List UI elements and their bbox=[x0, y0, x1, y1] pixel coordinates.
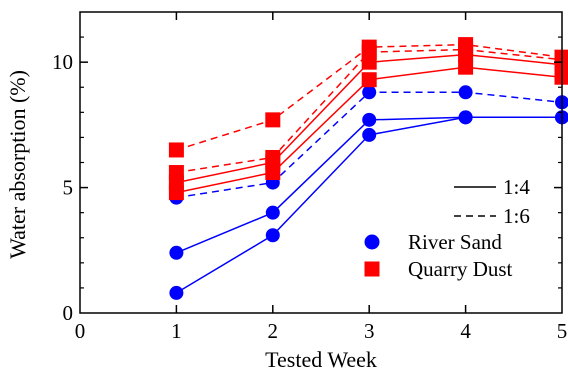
x-axis-title: Tested Week bbox=[265, 347, 377, 372]
ticks-layer: 0 1 2 3 4 5 0 5 10 bbox=[52, 12, 567, 343]
series-7-point-2 bbox=[265, 112, 281, 128]
legend-label-dashed: 1:6 bbox=[503, 204, 530, 228]
series-7-point-1 bbox=[168, 142, 184, 158]
series-1-point-3 bbox=[362, 127, 377, 142]
series-6-point-2 bbox=[265, 149, 281, 165]
series-6-point-1 bbox=[168, 165, 184, 181]
x-tick-label-3: 3 bbox=[364, 319, 375, 343]
legend-label-solid: 1:4 bbox=[503, 175, 530, 199]
series-2 bbox=[169, 110, 568, 260]
y-tick-label-10: 10 bbox=[52, 50, 73, 74]
series-layer bbox=[168, 37, 568, 300]
legend-marker-quarry-dust bbox=[364, 261, 380, 277]
series-7 bbox=[168, 37, 568, 158]
x-tick-label-4: 4 bbox=[460, 319, 471, 343]
y-tick-label-0: 0 bbox=[63, 301, 74, 325]
series-7-point-4 bbox=[458, 37, 474, 53]
series-2-point-3 bbox=[362, 112, 377, 127]
series-2-point-1 bbox=[169, 245, 184, 260]
series-4-point-3 bbox=[361, 72, 377, 88]
x-tick-label-2: 2 bbox=[268, 319, 279, 343]
series-1-point-2 bbox=[265, 228, 280, 243]
x-tick-label-1: 1 bbox=[171, 319, 182, 343]
legend: 1:4 1:6 River Sand Quarry Dust bbox=[364, 175, 530, 281]
series-4-point-4 bbox=[458, 59, 474, 75]
y-axis-title: Water absorption (%) bbox=[5, 70, 30, 259]
legend-marker-river-sand bbox=[364, 234, 380, 250]
y-tick-label-5: 5 bbox=[63, 176, 74, 200]
x-tick-label-0: 0 bbox=[75, 319, 86, 343]
series-2-point-4 bbox=[458, 110, 473, 125]
series-7-point-3 bbox=[361, 39, 377, 55]
x-tick-label-5: 5 bbox=[557, 319, 568, 343]
series-3-point-3 bbox=[362, 85, 377, 100]
series-1-point-1 bbox=[169, 285, 184, 300]
series-3-point-4 bbox=[458, 85, 473, 100]
series-2-point-2 bbox=[265, 205, 280, 220]
legend-label-river-sand: River Sand bbox=[408, 230, 502, 254]
legend-label-quarry-dust: Quarry Dust bbox=[408, 257, 513, 281]
